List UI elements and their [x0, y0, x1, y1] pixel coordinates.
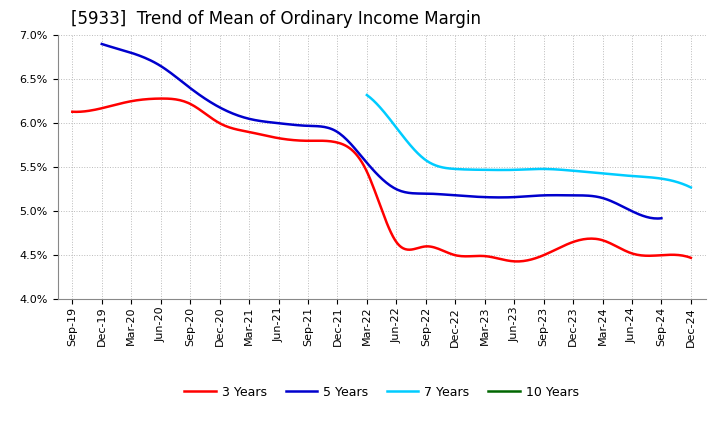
Line: 5 Years: 5 Years	[102, 44, 662, 219]
Line: 3 Years: 3 Years	[72, 99, 691, 261]
7 Years	[555, 167, 564, 172]
7 Years	[636, 174, 644, 179]
3 Years	[68, 109, 76, 114]
Line: 7 Years: 7 Years	[367, 95, 691, 187]
5 Years	[657, 216, 666, 221]
7 Years	[554, 167, 563, 172]
5 Years	[428, 191, 437, 197]
5 Years	[569, 193, 577, 198]
3 Years	[687, 255, 696, 260]
7 Years	[561, 167, 570, 172]
Legend: 3 Years, 5 Years, 7 Years, 10 Years: 3 Years, 5 Years, 7 Years, 10 Years	[179, 381, 584, 404]
3 Years	[449, 252, 457, 257]
7 Years	[656, 176, 665, 181]
3 Years	[159, 96, 168, 101]
3 Years	[70, 109, 78, 114]
5 Years	[99, 42, 108, 47]
5 Years	[97, 41, 106, 47]
5 Years	[605, 198, 613, 203]
3 Years	[513, 259, 521, 264]
5 Years	[653, 216, 662, 221]
5 Years	[431, 191, 439, 197]
Text: [5933]  Trend of Mean of Ordinary Income Margin: [5933] Trend of Mean of Ordinary Income …	[71, 10, 480, 28]
7 Years	[687, 185, 696, 190]
7 Years	[364, 93, 372, 99]
3 Years	[436, 247, 445, 252]
3 Years	[593, 237, 602, 242]
3 Years	[633, 252, 642, 257]
5 Years	[440, 192, 449, 197]
7 Years	[363, 92, 372, 98]
3 Years	[438, 248, 447, 253]
